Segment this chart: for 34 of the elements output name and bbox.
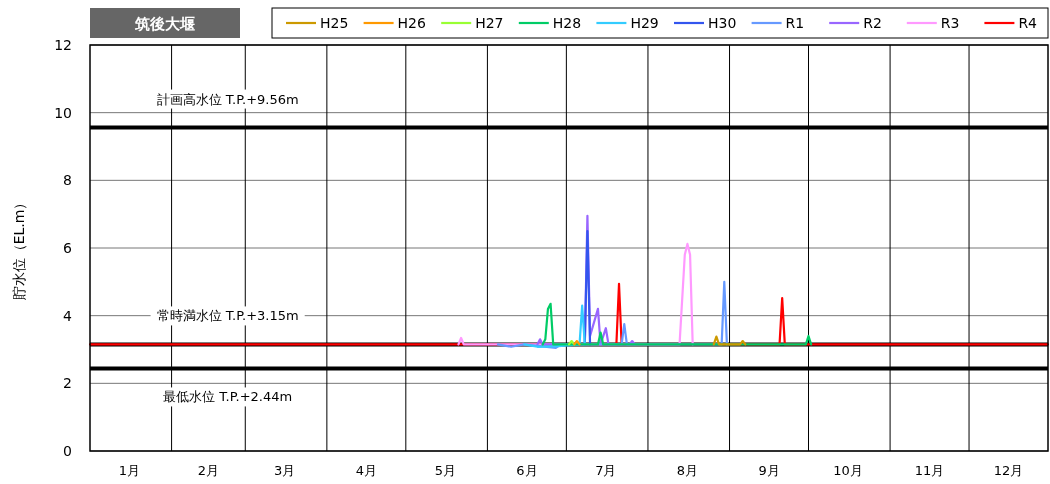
x-tick-label: 3月: [274, 463, 296, 478]
y-axis-title: 貯水位（EL.m）: [11, 195, 27, 301]
y-tick-label: 8: [63, 172, 72, 189]
legend-label: R4: [1018, 15, 1038, 31]
y-tick-label: 6: [63, 240, 73, 256]
x-tick-label: 9月: [758, 463, 780, 478]
legend-label: R1: [785, 15, 805, 31]
x-tick-label: 2月: [197, 463, 220, 478]
ref-line-label: 最低水位 T.P.+2.44m: [163, 389, 293, 405]
x-tick-label: 8月: [676, 463, 699, 478]
legend-label: R3: [940, 15, 960, 31]
x-tick-label: 12月: [993, 463, 1024, 478]
legend-label: R2: [863, 15, 882, 31]
ref-line-label: 計画高水位 T.P.+9.56m: [156, 91, 299, 107]
y-tick-label: 0: [63, 443, 72, 459]
y-tick-label: 4: [63, 307, 73, 324]
legend-label: H28: [552, 15, 582, 31]
chart-title: 筑後大堰: [134, 15, 195, 33]
x-tick-label: 6月: [516, 463, 538, 478]
legend-label: H29: [630, 15, 659, 31]
x-tick-label: 5月: [434, 463, 456, 478]
ref-line-label: 常時満水位 T.P.+3.15m: [156, 308, 299, 324]
y-tick-label: 10: [54, 104, 72, 121]
legend-label: H30: [708, 15, 737, 31]
legend-label: H25: [320, 15, 349, 31]
x-tick-label: 7月: [595, 463, 617, 478]
x-tick-label: 1月: [118, 463, 141, 478]
legend-label: H26: [397, 15, 427, 31]
y-tick-label: 12: [54, 37, 72, 53]
x-tick-label: 11月: [914, 463, 945, 478]
y-tick-label: 2: [63, 375, 72, 392]
x-tick-label: 10月: [833, 463, 863, 478]
x-tick-label: 4月: [355, 463, 377, 478]
legend-label: H27: [475, 15, 504, 31]
